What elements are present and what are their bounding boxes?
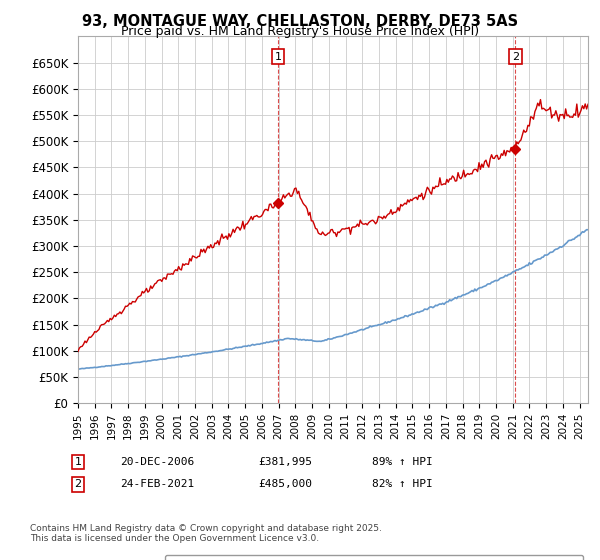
Text: £381,995: £381,995 <box>258 457 312 467</box>
Text: 20-DEC-2006: 20-DEC-2006 <box>120 457 194 467</box>
Text: 93, MONTAGUE WAY, CHELLASTON, DERBY, DE73 5AS: 93, MONTAGUE WAY, CHELLASTON, DERBY, DE7… <box>82 14 518 29</box>
Text: Contains HM Land Registry data © Crown copyright and database right 2025.
This d: Contains HM Land Registry data © Crown c… <box>30 524 382 543</box>
Text: 24-FEB-2021: 24-FEB-2021 <box>120 479 194 489</box>
Text: £485,000: £485,000 <box>258 479 312 489</box>
Text: 89% ↑ HPI: 89% ↑ HPI <box>372 457 433 467</box>
Text: 1: 1 <box>74 457 82 467</box>
Legend: 93, MONTAGUE WAY, CHELLASTON, DERBY, DE73 5AS (detached house), HPI: Average pri: 93, MONTAGUE WAY, CHELLASTON, DERBY, DE7… <box>166 555 583 560</box>
Text: Price paid vs. HM Land Registry's House Price Index (HPI): Price paid vs. HM Land Registry's House … <box>121 25 479 38</box>
Text: 2: 2 <box>74 479 82 489</box>
Text: 1: 1 <box>275 52 281 62</box>
Text: 82% ↑ HPI: 82% ↑ HPI <box>372 479 433 489</box>
Text: 2: 2 <box>512 52 519 62</box>
